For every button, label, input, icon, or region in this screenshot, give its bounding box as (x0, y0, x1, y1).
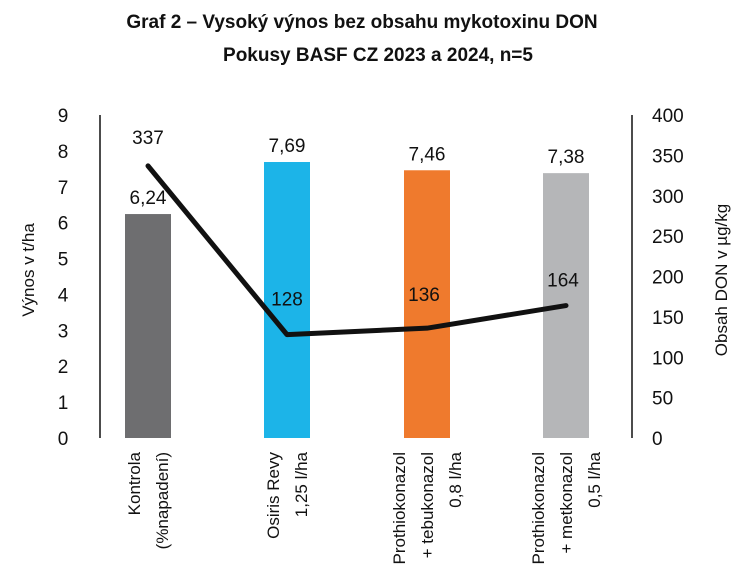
right-tick-label: 350 (652, 146, 684, 167)
bar-value-label: 7,46 (409, 144, 446, 165)
bar-value-label: 6,24 (130, 188, 167, 209)
left-tick-label: 2 (58, 357, 69, 378)
category-label: (%napadení) (153, 452, 172, 549)
right-axis: 0 50 100 150 200 250 300 350 400 (631, 106, 684, 450)
category-labels: Kontrola (%napadení) Osiris Revy 1,25 l/ha P… (125, 451, 604, 564)
left-axis: 0 1 2 3 4 5 6 7 8 9 (58, 106, 101, 450)
category-label: Prothiokonazol (390, 452, 409, 564)
category-label: + tebukonazol (418, 452, 437, 558)
category-label: Kontrola (125, 451, 144, 515)
line-value-label: 337 (132, 128, 164, 149)
right-tick-label: 250 (652, 227, 684, 248)
right-tick-label: 200 (652, 268, 684, 289)
left-tick-label: 7 (58, 178, 69, 199)
line-series: 337 128 136 164 (132, 128, 579, 338)
category-label: + metkonazol (557, 452, 576, 554)
category-label: 0,5 l/ha (585, 451, 604, 507)
category-label: 0,8 l/ha (446, 451, 465, 507)
left-tick-label: 8 (58, 142, 69, 163)
right-axis-title: Obsah DON v µg/kg (712, 204, 731, 356)
chart-title: Graf 2 – Vysoký výnos bez obsahu mykotox… (126, 12, 597, 33)
category-label: Osiris Revy (264, 452, 283, 539)
right-tick-label: 300 (652, 187, 684, 208)
category-label: 1,25 l/ha (292, 451, 311, 517)
right-tick-label: 150 (652, 308, 684, 329)
left-tick-label: 0 (58, 429, 69, 450)
left-axis-title: Výnos v t/ha (19, 223, 38, 317)
right-tick-label: 50 (652, 389, 673, 410)
chart-subtitle: Pokusy BASF CZ 2023 a 2024, n=5 (223, 45, 533, 66)
left-tick-label: 4 (58, 285, 69, 306)
line-value-label: 136 (408, 285, 440, 306)
left-tick-label: 9 (58, 106, 69, 127)
bar-value-label: 7,69 (269, 136, 306, 157)
left-tick-label: 5 (58, 250, 69, 271)
don-line (145, 163, 569, 338)
category-label: Prothiokonazol (529, 452, 548, 564)
right-tick-label: 100 (652, 348, 684, 369)
right-tick-label: 400 (652, 106, 684, 127)
bar-value-label: 7,38 (548, 147, 585, 168)
bar (404, 170, 450, 438)
bar (125, 214, 171, 438)
line-value-label: 128 (271, 290, 303, 311)
bar-series: 6,24 7,69 7,46 7,38 (125, 136, 589, 438)
right-tick-label: 0 (652, 429, 663, 450)
line-value-label: 164 (547, 271, 579, 292)
left-tick-label: 6 (58, 214, 69, 235)
left-tick-label: 1 (58, 393, 69, 414)
left-tick-label: 3 (58, 321, 69, 342)
bar (264, 162, 310, 438)
